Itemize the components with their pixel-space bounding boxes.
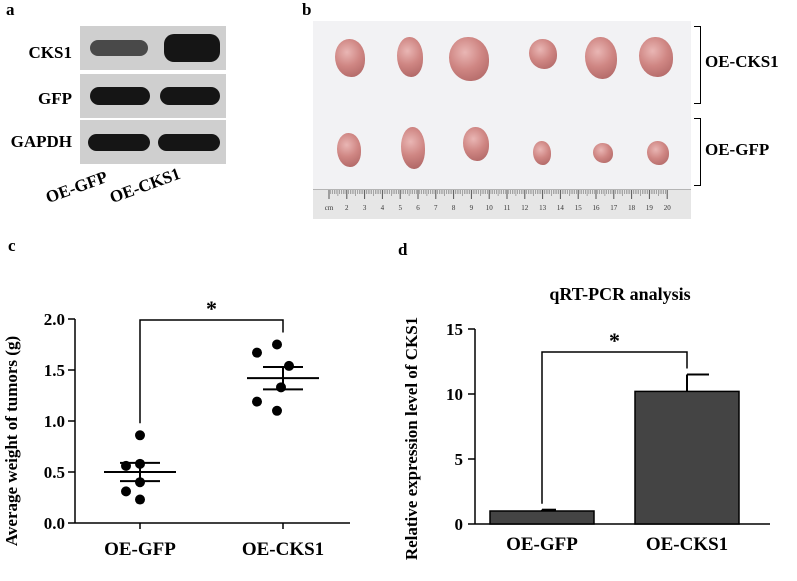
ruler-tick-label: 19: [646, 204, 654, 212]
x-tick-label: OE-GFP: [104, 539, 176, 560]
x-tick-label: OE-GFP: [506, 534, 578, 555]
panel-d-label: d: [398, 240, 408, 259]
tumor-gfp-2: [401, 127, 425, 169]
data-point: [284, 360, 294, 371]
y-tick-label: 5: [455, 450, 464, 469]
panel-b-label: b: [302, 0, 312, 19]
tumor-gfp-4: [533, 141, 551, 165]
bracket-oe-cks1: [694, 26, 701, 104]
x-tick-label: OE-CKS1: [242, 539, 324, 560]
ruler-tick-label: 16: [593, 204, 601, 212]
blot-lane-label-oe-gfp: OE-GFP: [43, 167, 111, 208]
qpcr-chart: qRT-PCR analysis 0 5 10 15 Relative expressio…: [402, 284, 770, 560]
data-point: [135, 477, 145, 488]
data-point: [272, 405, 282, 416]
ruler-tick-label: 13: [539, 204, 547, 212]
ruler-tick-label: 4: [381, 204, 385, 212]
y-tick-label: 15: [446, 320, 463, 339]
ruler-tick-label: 12: [521, 204, 529, 212]
y-tick-label: 0.5: [44, 463, 65, 482]
ruler-scale: cm 2 3 4 5 6 7 8 9 10 11 12 13 14 15 16 17 18 19 20: [325, 190, 672, 212]
ruler-tick-label: 15: [575, 204, 583, 212]
data-point: [272, 339, 282, 350]
ruler-tick-label: cm: [325, 204, 334, 212]
chart-title: qRT-PCR analysis: [549, 284, 690, 304]
tumor-gfp-1: [337, 133, 361, 167]
y-axis-label: Average weight of tumors (g): [2, 336, 21, 546]
y-tick-label: 0.0: [44, 514, 65, 533]
tumor-cks1-2: [397, 37, 423, 77]
blot-strip-cks1: [80, 26, 226, 70]
group-label-oe-cks1: OE-CKS1: [705, 52, 779, 71]
group-label-oe-gfp: OE-GFP: [705, 140, 770, 159]
panel-a-label: a: [6, 0, 15, 19]
significance-bracket: [541, 351, 688, 504]
tumor-gfp-6: [647, 141, 669, 165]
y-tick-label: 0: [455, 515, 464, 534]
blot-band-cks1-gfp: [90, 40, 148, 56]
data-point: [135, 430, 145, 441]
weight-chart: 0.0 0.5 1.0 1.5 2.0 OE-GFP OE-CKS1 Average weig…: [2, 296, 350, 560]
ruler: cm 2 3 4 5 6 7 8 9 10 11 12 13 14 15 16 17 18 19 20: [313, 189, 691, 219]
ruler-tick-label: 5: [398, 204, 402, 212]
blot-band-cks1-cks1: [164, 34, 220, 62]
tumor-cks1-4: [529, 39, 557, 69]
ruler-tick-label: 6: [416, 204, 420, 212]
ruler-tick-label: 20: [664, 204, 672, 212]
data-point: [135, 494, 145, 505]
ruler-tick-label: 3: [363, 204, 367, 212]
blot-band-gapdh-gfp: [88, 134, 150, 151]
data-point: [252, 396, 262, 407]
bar: [634, 390, 740, 525]
tumor-gfp-5: [593, 143, 613, 163]
ruler-tick-label: 10: [486, 204, 494, 212]
blot-row-label-gapdh: GAPDH: [10, 132, 72, 151]
blot-row-label-gfp: GFP: [38, 89, 72, 108]
blot-strip-gfp: [80, 74, 226, 118]
blot-band-gfp-gfp: [90, 87, 150, 105]
tumor-photo: cm 2 3 4 5 6 7 8 9 10 11 12 13 14 15 16 17 18 19 20: [313, 21, 691, 219]
tumor-cks1-3: [449, 37, 489, 81]
blot-band-gfp-cks1: [160, 87, 220, 105]
bar: [489, 510, 595, 525]
blot-row-label-cks1: CKS1: [28, 43, 72, 62]
bracket-oe-gfp: [694, 118, 701, 186]
blot-lane-label-oe-cks1: OE-CKS1: [107, 164, 183, 208]
tumor-gfp-3: [463, 127, 489, 161]
data-point: [252, 347, 262, 358]
blot-strip-gapdh: [80, 120, 226, 164]
ruler-tick-label: 11: [504, 204, 511, 212]
y-tick-label: 10: [446, 385, 463, 404]
y-axis-label: Relative expression level of CKS1: [402, 317, 421, 560]
significance-bracket: [139, 319, 284, 424]
blot-band-gapdh-cks1: [158, 134, 220, 151]
tumor-cks1-5: [585, 37, 617, 79]
data-point: [121, 486, 131, 497]
ruler-tick-label: 17: [610, 204, 618, 212]
y-tick-label: 2.0: [44, 310, 65, 329]
tumor-cks1-1: [335, 39, 365, 77]
panel-c-label: c: [8, 236, 16, 255]
ruler-tick-label: 8: [452, 204, 456, 212]
significance-star: *: [609, 328, 620, 353]
data-point: [276, 382, 286, 393]
ruler-tick-label: 14: [557, 204, 565, 212]
y-tick-label: 1.0: [44, 412, 65, 431]
ruler-tick-label: 7: [434, 204, 438, 212]
y-tick-label: 1.5: [44, 361, 65, 380]
x-tick-label: OE-CKS1: [646, 534, 728, 555]
ruler-tick-label: 18: [628, 204, 636, 212]
tumor-cks1-6: [639, 37, 673, 77]
significance-star: *: [206, 296, 217, 321]
ruler-tick-label: 9: [470, 204, 474, 212]
ruler-tick-label: 2: [345, 204, 349, 212]
